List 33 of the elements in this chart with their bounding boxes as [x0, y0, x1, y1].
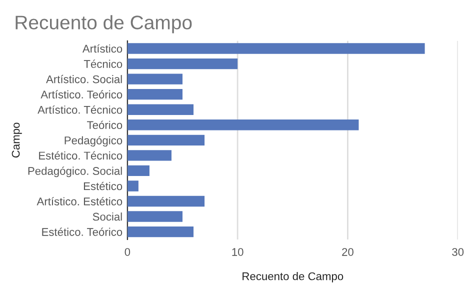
bar	[127, 211, 183, 222]
y-tick-label: Artístico. Estético	[36, 197, 122, 206]
y-tick-label: Pedagógico	[64, 136, 122, 147]
y-tick-label: Artístico	[82, 44, 122, 53]
y-tick-label: Artístico. Teórico	[40, 90, 122, 98]
chart-title: Recuento de Campo	[16, 15, 192, 34]
y-tick-label: Artístico. Social	[46, 74, 122, 84]
x-tick-label: 20	[342, 248, 354, 256]
bar	[127, 134, 205, 146]
bar	[127, 120, 359, 130]
y-tick-label: Técnico	[84, 60, 122, 68]
bar	[127, 150, 172, 161]
y-tick-label: Estético. Teórico	[42, 228, 122, 236]
bar	[127, 43, 425, 54]
x-tick-label: 0	[124, 248, 130, 256]
bar	[127, 226, 194, 238]
bar	[127, 165, 150, 176]
x-tick-label: 10	[232, 248, 244, 256]
x-tick-label: 30	[452, 248, 464, 256]
y-axis-title: Campo	[12, 122, 22, 158]
bar	[127, 58, 238, 70]
bar	[127, 196, 205, 207]
bar	[127, 74, 183, 84]
y-tick-label: Estético	[84, 182, 122, 190]
y-tick-label: Social	[92, 212, 122, 221]
y-tick-label: Artístico. Técnico	[38, 105, 122, 114]
y-tick-label: Teórico	[87, 120, 122, 130]
bar	[127, 88, 183, 100]
y-tick-label: Estético. Técnico	[39, 151, 122, 160]
x-axis-title: Recuento de Campo	[242, 272, 344, 282]
bar	[127, 104, 194, 115]
y-tick-label: Pedagógico. Social	[28, 166, 122, 178]
bar	[127, 180, 138, 192]
